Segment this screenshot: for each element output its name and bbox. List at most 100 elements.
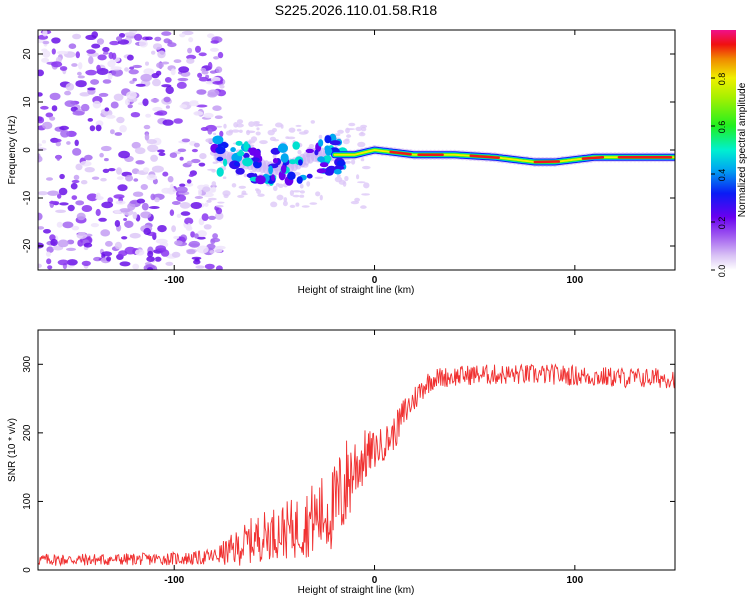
noise-blob: [49, 116, 56, 121]
noise-blob: [207, 128, 213, 135]
noise-blob: [195, 45, 201, 53]
noise-blob: [193, 111, 204, 116]
noise-blob: [128, 69, 139, 75]
noise-blob: [42, 30, 48, 37]
noise-blob: [87, 87, 96, 91]
noise-blob: [170, 68, 176, 76]
noise-blob: [60, 130, 70, 138]
signal-blob: [318, 139, 324, 147]
noise-blob: [169, 209, 175, 216]
noise-blob: [360, 205, 367, 209]
signal-blob: [306, 173, 313, 179]
noise-blob: [77, 75, 86, 79]
noise-blob: [273, 185, 278, 192]
noise-blob: [169, 152, 178, 158]
noise-blob: [299, 183, 304, 189]
noise-blob: [299, 194, 305, 198]
noise-blob: [362, 165, 371, 170]
noise-blob: [360, 158, 365, 162]
signal-blob: [270, 147, 281, 155]
noise-blob: [211, 169, 216, 173]
noise-blob: [231, 183, 237, 188]
noise-blob: [64, 90, 72, 96]
noise-blob: [201, 70, 209, 75]
colorbar-label: Normalized spectral amplitude: [737, 82, 748, 217]
noise-blob: [357, 181, 366, 184]
noise-blob: [213, 132, 217, 136]
noise-blob: [45, 112, 54, 118]
noise-blob: [71, 195, 78, 201]
noise-blob: [186, 249, 196, 255]
noise-blob: [142, 98, 149, 107]
noise-blob: [107, 197, 113, 204]
noise-blob: [206, 199, 212, 203]
noise-blob: [87, 118, 94, 122]
noise-blob: [210, 76, 221, 83]
noise-blob: [194, 258, 200, 262]
noise-blob: [126, 54, 134, 61]
noise-blob: [138, 39, 148, 48]
noise-blob: [214, 246, 223, 253]
noise-blob: [318, 134, 323, 139]
noise-blob: [80, 160, 92, 167]
noise-blob: [127, 202, 136, 211]
noise-blob: [71, 179, 80, 184]
noise-blob: [85, 69, 97, 76]
noise-blob: [345, 160, 352, 164]
noise-blob: [81, 205, 93, 212]
noise-blob: [216, 204, 224, 208]
noise-blob: [97, 54, 107, 61]
noise-blob: [41, 139, 47, 144]
noise-blob: [45, 251, 51, 257]
noise-blob: [255, 188, 260, 192]
noise-blob: [248, 139, 252, 145]
noise-blob: [219, 84, 225, 89]
noise-blob: [66, 259, 78, 266]
signal-blob: [234, 161, 240, 167]
noise-blob: [241, 190, 247, 195]
noise-blob: [110, 66, 122, 71]
noise-blob: [157, 225, 167, 233]
y-tick-label: 100: [22, 493, 33, 510]
noise-blob: [272, 154, 277, 159]
noise-blob: [280, 124, 284, 129]
noise-blob: [114, 220, 121, 227]
noise-blob: [177, 148, 187, 153]
noise-blob: [345, 127, 350, 134]
signal-blob: [271, 174, 275, 182]
noise-blob: [91, 176, 100, 180]
signal-blob: [305, 148, 314, 154]
noise-blob: [179, 202, 191, 209]
noise-blob: [269, 136, 276, 141]
noise-blob: [179, 33, 186, 38]
noise-blob: [156, 62, 164, 69]
noise-blob: [108, 168, 116, 172]
noise-blob: [89, 125, 96, 132]
signal-blob: [212, 135, 224, 145]
signal-blob: [319, 162, 329, 168]
noise-blob: [59, 202, 69, 206]
noise-blob: [147, 250, 154, 258]
noise-blob: [196, 245, 209, 254]
noise-blob: [57, 193, 62, 199]
noise-blob: [289, 204, 296, 208]
noise-blob: [141, 202, 149, 211]
colorbar-tick-label: 0.8: [717, 73, 727, 86]
noise-blob: [202, 186, 211, 192]
noise-blob: [196, 236, 206, 240]
noise-blob: [147, 267, 153, 270]
y-tick-label: 300: [22, 356, 33, 373]
noise-blob: [363, 182, 370, 189]
noise-blob: [185, 182, 194, 187]
noise-blob: [299, 190, 305, 194]
noise-blob: [309, 202, 318, 205]
signal-blob: [277, 143, 288, 153]
noise-blob: [98, 217, 107, 222]
noise-blob: [41, 57, 50, 63]
noise-blob: [181, 138, 191, 143]
noise-blob: [143, 124, 151, 130]
colorbar-tick-label: 0.6: [717, 121, 727, 134]
snr-line: [38, 363, 675, 567]
noise-blob: [334, 176, 343, 183]
noise-blob: [198, 162, 206, 167]
